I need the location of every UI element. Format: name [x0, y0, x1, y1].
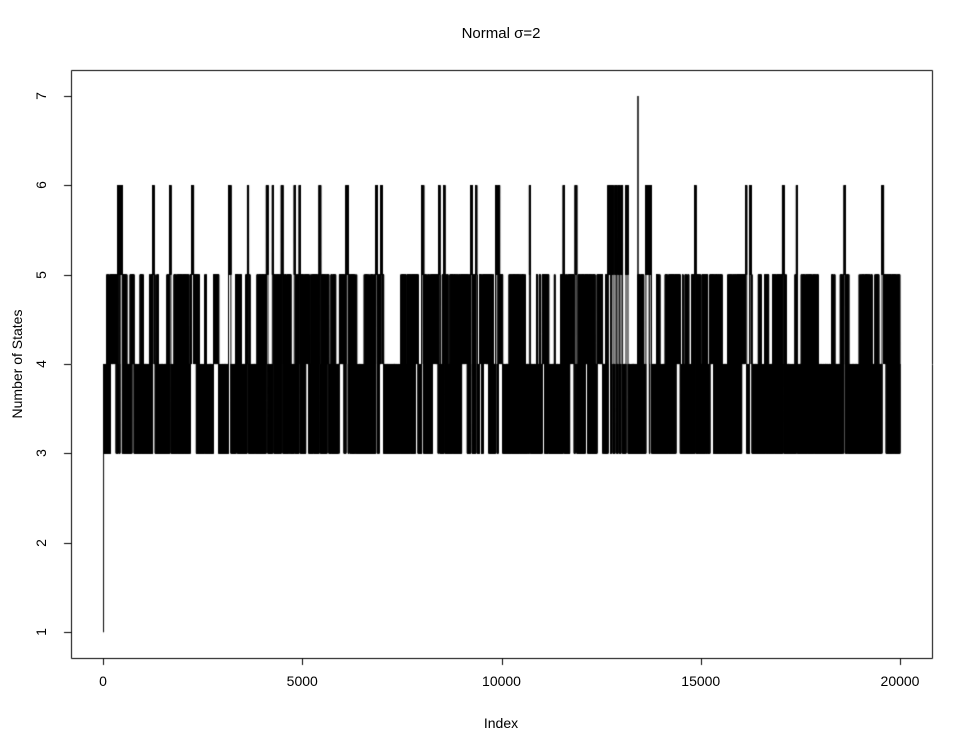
y-tick-label: 3 — [33, 449, 49, 458]
y-tick-label: 2 — [33, 538, 49, 547]
x-tick-label: 20000 — [880, 673, 920, 689]
x-tick-label: 5000 — [286, 673, 318, 689]
y-tick-label: 6 — [33, 181, 49, 190]
x-tick-label: 15000 — [681, 673, 721, 689]
y-tick-label: 7 — [33, 92, 49, 100]
x-axis-label: Index — [483, 715, 519, 731]
y-tick-label: 1 — [33, 628, 49, 636]
x-tick-label: 10000 — [482, 673, 521, 689]
chart-title: Normal σ=2 — [461, 25, 541, 42]
x-tick-label: 0 — [99, 673, 107, 689]
y-tick-label: 5 — [33, 270, 49, 279]
y-axis-label: Number of States — [9, 309, 25, 419]
y-tick-label: 4 — [33, 360, 49, 368]
